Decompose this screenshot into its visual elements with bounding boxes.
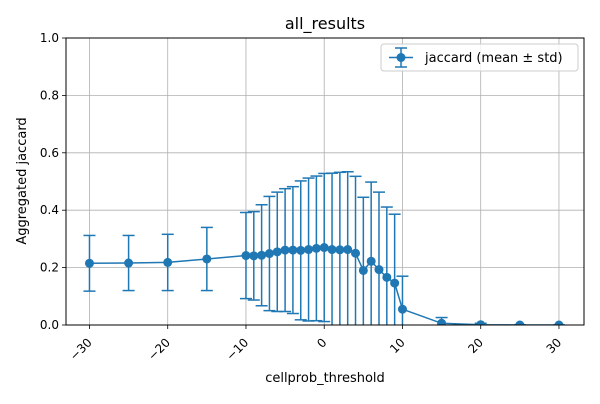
data-point — [202, 254, 212, 264]
y-axis-label: Aggregated jaccard — [15, 117, 30, 244]
y-tick-label: 0.8 — [40, 88, 59, 102]
data-point — [397, 304, 407, 314]
x-tick-label: 20 — [465, 335, 486, 356]
data-point — [249, 251, 259, 261]
data-point — [280, 245, 290, 255]
y-tick-label: 0.4 — [40, 203, 59, 217]
data-point — [554, 320, 564, 325]
data-point — [476, 320, 486, 325]
legend-box — [380, 43, 579, 72]
x-tick-label: 0 — [314, 335, 329, 350]
x-axis-label: cellprob_threshold — [265, 371, 385, 386]
plot-frame — [65, 37, 585, 326]
data-point — [374, 265, 384, 275]
x-tick-label: −10 — [224, 335, 252, 363]
y-tick-label: 0.0 — [40, 318, 59, 332]
x-tick-label: −30 — [67, 335, 95, 363]
legend: jaccard (mean ± std) — [380, 43, 579, 72]
data-point — [351, 248, 361, 258]
data-point — [319, 243, 329, 253]
y-tick-label: 0.6 — [40, 146, 59, 160]
x-tick-label: −20 — [145, 335, 173, 363]
data-point — [257, 250, 267, 260]
data-point — [327, 245, 337, 255]
data-point — [335, 245, 345, 255]
data-point — [272, 247, 282, 257]
grid-lines — [66, 37, 584, 326]
x-axis-ticks: −30 −20 −10 0 10 20 30 — [67, 325, 564, 363]
data-point — [390, 278, 400, 288]
data-point — [311, 243, 321, 253]
data-point — [288, 245, 298, 255]
y-axis-ticks: 0.0 0.2 0.4 0.6 0.8 1.0 — [40, 31, 66, 332]
data-point — [358, 265, 368, 275]
data-point — [264, 249, 274, 259]
data-point — [515, 320, 525, 325]
x-tick-label: 10 — [387, 335, 408, 356]
data-series — [83, 170, 565, 325]
chart-title: all_results — [285, 14, 365, 34]
data-point — [241, 251, 251, 261]
data-point — [366, 256, 376, 266]
data-point — [437, 318, 447, 325]
data-point — [343, 245, 353, 255]
series-clipped-group — [83, 170, 565, 325]
data-point — [304, 245, 314, 255]
data-point — [124, 258, 134, 268]
y-tick-label: 0.2 — [40, 261, 59, 275]
y-tick-label: 1.0 — [40, 31, 59, 45]
legend-label: jaccard (mean ± std) — [424, 51, 563, 66]
data-point — [84, 258, 94, 268]
data-point — [296, 245, 306, 255]
data-point — [382, 272, 392, 282]
legend-marker-icon — [396, 53, 406, 62]
x-tick-label: 30 — [544, 335, 565, 356]
data-point — [163, 257, 173, 267]
